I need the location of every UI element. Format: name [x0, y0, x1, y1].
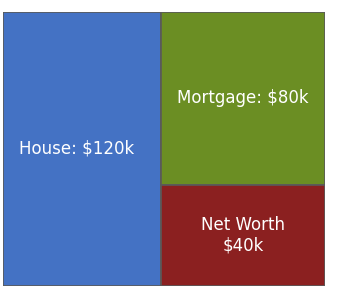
Text: Mortgage: $80k: Mortgage: $80k — [177, 89, 309, 107]
Bar — [161, 185, 325, 286]
Text: House: $120k: House: $120k — [20, 140, 135, 158]
Bar — [161, 12, 325, 185]
Bar — [3, 12, 161, 286]
Text: Net Worth
$40k: Net Worth $40k — [201, 216, 285, 255]
